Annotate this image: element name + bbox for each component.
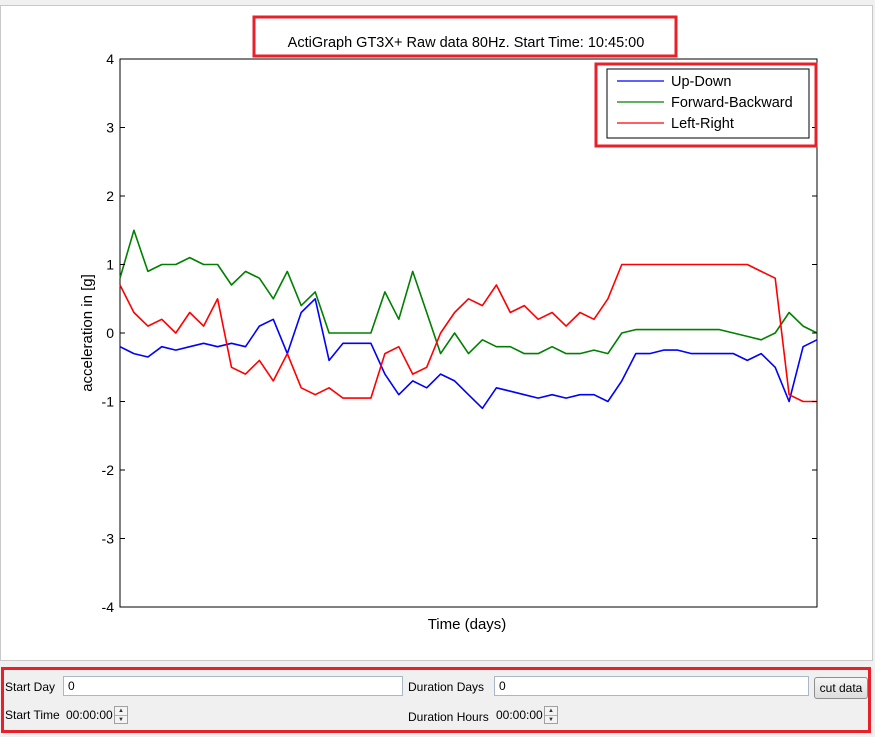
- duration-hours-value[interactable]: 00:00:00: [496, 708, 543, 722]
- y-tick-label: 1: [106, 257, 114, 273]
- controls-panel: Start Day 0 Duration Days 0 cut data Sta…: [0, 665, 875, 737]
- series-line-left-right: [119, 263, 817, 403]
- duration-hours-label: Duration Hours: [408, 710, 489, 724]
- legend-label-up-down: Up-Down: [671, 74, 731, 90]
- y-tick-label: 3: [106, 120, 114, 136]
- legend-highlight: [594, 62, 818, 148]
- series-line-up-down: [119, 297, 818, 410]
- y-ticks: -4 -3 -2 -1 0 1 2 3 4: [102, 51, 817, 615]
- y-axis-title: acceleration in [g]: [79, 274, 96, 392]
- y-tick-label: -3: [102, 531, 115, 547]
- y-tick-label: -2: [102, 462, 115, 478]
- chart-title: ActiGraph GT3X+ Raw data 80Hz. Start Tim…: [288, 35, 645, 51]
- spinner-down-icon[interactable]: ▼: [115, 715, 127, 724]
- start-time-value[interactable]: 00:00:00: [66, 708, 113, 722]
- y-tick-label: 2: [106, 188, 114, 204]
- y-tick-label: -1: [102, 394, 115, 410]
- duration-days-input[interactable]: 0: [494, 676, 809, 696]
- x-axis-title: Time (days): [428, 616, 507, 633]
- y-tick-label: 4: [106, 51, 114, 67]
- spinner-down-icon[interactable]: ▼: [545, 715, 557, 724]
- start-time-arrows[interactable]: ▲ ▼: [114, 706, 128, 724]
- start-day-input[interactable]: 0: [63, 676, 403, 696]
- start-time-spinner[interactable]: 00:00:00 ▲ ▼: [64, 705, 128, 725]
- spinner-up-icon[interactable]: ▲: [548, 708, 554, 714]
- spinner-up-icon[interactable]: ▲: [118, 708, 124, 714]
- duration-days-label: Duration Days: [408, 680, 485, 694]
- start-day-label: Start Day: [5, 680, 56, 694]
- legend: Up-Down Forward-Backward Left-Right: [594, 62, 818, 148]
- legend-label-forward-backward: Forward-Backward: [671, 95, 793, 111]
- legend-label-left-right: Left-Right: [671, 116, 734, 132]
- series-layer: [119, 229, 818, 410]
- y-tick-label: -4: [102, 599, 115, 615]
- title-highlight: [252, 15, 678, 58]
- y-tick-label: 0: [106, 325, 114, 341]
- duration-hours-arrows[interactable]: ▲ ▼: [544, 706, 558, 724]
- start-time-label: Start Time: [5, 708, 60, 722]
- duration-hours-spinner[interactable]: 00:00:00 ▲ ▼: [494, 705, 558, 725]
- cut-data-button[interactable]: cut data: [814, 677, 868, 699]
- series-line-forward-backward: [119, 229, 818, 355]
- plot-area: [119, 58, 818, 608]
- chart: ActiGraph GT3X+ Raw data 80Hz. Start Tim…: [79, 15, 818, 633]
